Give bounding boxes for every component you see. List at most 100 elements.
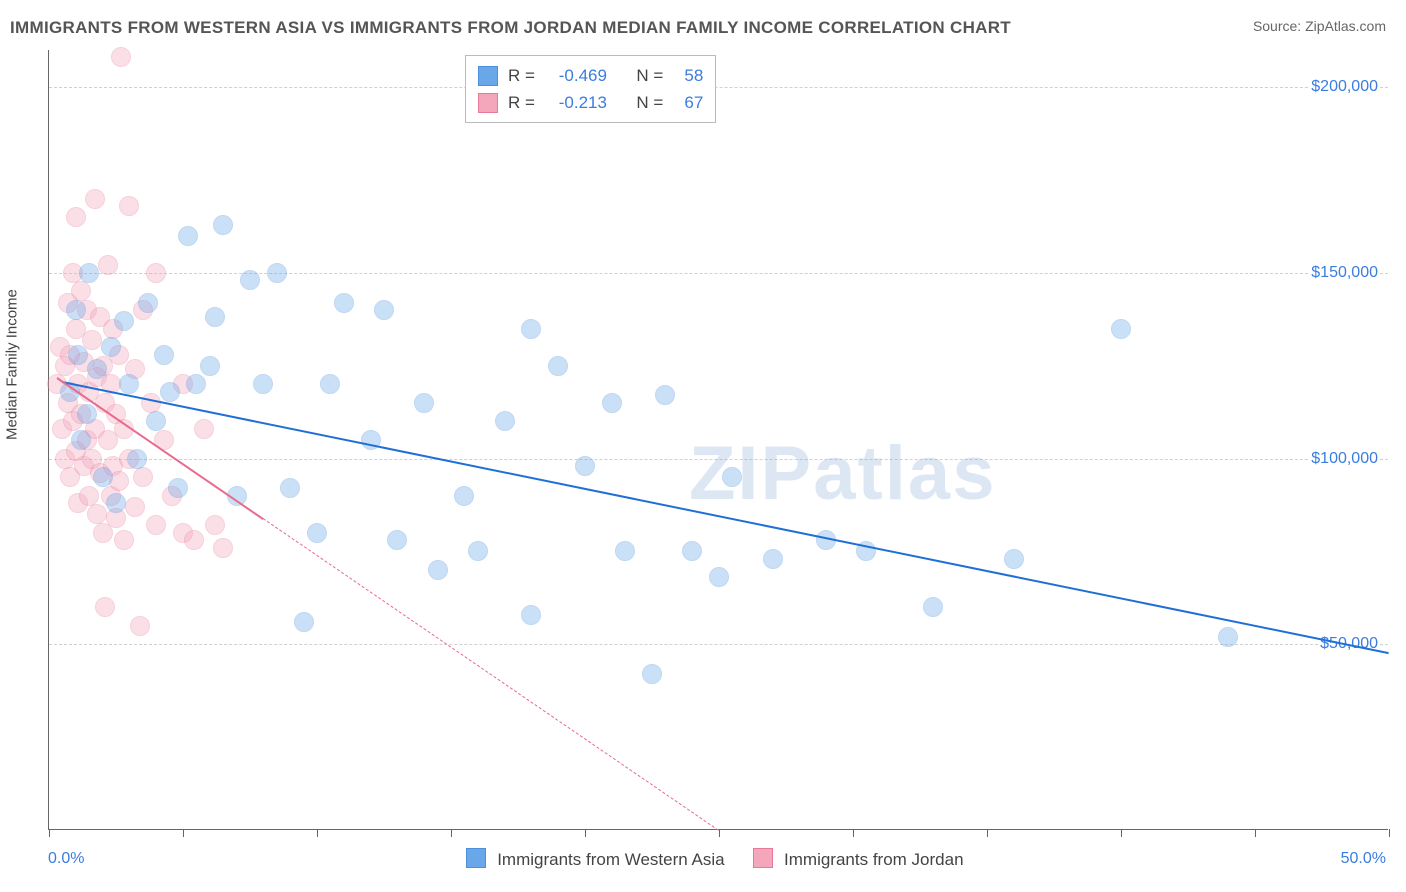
scatter-point [133,467,153,487]
scatter-point [87,504,107,524]
scatter-point [130,616,150,636]
scatter-point [1111,319,1131,339]
scatter-point [68,345,88,365]
r-equals-label: R = [508,89,535,116]
x-axis-max-label: 50.0% [1341,850,1386,868]
scatter-point [548,356,568,376]
legend-row-western-asia: R = -0.469 N = 58 [478,62,703,89]
watermark-zip: ZIP [689,431,813,516]
scatter-point [146,411,166,431]
scatter-point [642,664,662,684]
scatter-point [114,530,134,550]
x-axis-tick [49,829,50,837]
x-axis-tick [1121,829,1122,837]
x-axis-tick [853,829,854,837]
scatter-point [294,612,314,632]
y-axis-title: Median Family Income [4,289,21,440]
y-axis-tick-label: $150,000 [1309,264,1380,282]
gridline [49,644,1388,645]
scatter-point [307,523,327,543]
scatter-point [521,605,541,625]
scatter-point [119,374,139,394]
x-axis-tick [1255,829,1256,837]
swatch-jordan [753,848,773,868]
scatter-point [146,263,166,283]
scatter-point [454,486,474,506]
series-legend: Immigrants from Western Asia Immigrants … [0,848,1406,870]
chart-title: IMMIGRANTS FROM WESTERN ASIA VS IMMIGRAN… [10,18,1011,38]
chart-container: IMMIGRANTS FROM WESTERN ASIA VS IMMIGRAN… [0,0,1406,892]
scatter-point [138,293,158,313]
scatter-point [77,404,97,424]
scatter-point [79,486,99,506]
n-value-western-asia: 58 [673,62,703,89]
scatter-point [575,456,595,476]
scatter-point [66,300,86,320]
scatter-point [240,270,260,290]
scatter-point [1218,627,1238,647]
scatter-point [213,538,233,558]
scatter-point [495,411,515,431]
scatter-point [146,515,166,535]
scatter-point [213,215,233,235]
scatter-point [79,263,99,283]
scatter-point [160,382,180,402]
x-axis-tick [183,829,184,837]
scatter-point [615,541,635,561]
scatter-point [95,597,115,617]
scatter-point [267,263,287,283]
scatter-point [114,311,134,331]
swatch-western-asia [478,66,498,86]
scatter-point [334,293,354,313]
scatter-point [125,497,145,517]
scatter-point [111,47,131,67]
scatter-point [141,393,161,413]
watermark: ZIPatlas [689,430,996,517]
scatter-point [655,385,675,405]
x-axis-tick [451,829,452,837]
source-attribution: Source: ZipAtlas.com [1253,18,1386,34]
x-axis-min-label: 0.0% [48,850,84,868]
scatter-point [521,319,541,339]
scatter-point [71,430,91,450]
scatter-point [184,530,204,550]
scatter-point [428,560,448,580]
n-value-jordan: 67 [673,89,703,116]
scatter-point [168,478,188,498]
scatter-point [387,530,407,550]
scatter-point [85,189,105,209]
gridline [49,87,1388,88]
scatter-point [194,419,214,439]
scatter-point [200,356,220,376]
scatter-point [186,374,206,394]
scatter-point [763,549,783,569]
y-axis-tick-label: $100,000 [1309,450,1380,468]
scatter-point [93,467,113,487]
scatter-point [320,374,340,394]
scatter-point [178,226,198,246]
scatter-point [66,207,86,227]
series-name-western-asia: Immigrants from Western Asia [497,850,724,869]
scatter-point [923,597,943,617]
x-axis-tick [585,829,586,837]
correlation-legend: R = -0.469 N = 58 R = -0.213 N = 67 [465,55,716,123]
x-axis-tick [987,829,988,837]
scatter-point [280,478,300,498]
scatter-point [154,345,174,365]
r-value-jordan: -0.213 [545,89,607,116]
series-name-jordan: Immigrants from Jordan [784,850,964,869]
n-equals-label: N = [636,62,663,89]
scatter-point [205,515,225,535]
x-axis-tick [317,829,318,837]
scatter-point [1004,549,1024,569]
swatch-western-asia [466,848,486,868]
scatter-point [119,196,139,216]
scatter-point [682,541,702,561]
r-equals-label: R = [508,62,535,89]
scatter-point [127,449,147,469]
scatter-point [414,393,434,413]
watermark-atlas: atlas [813,431,996,516]
scatter-point [205,307,225,327]
x-axis-tick [719,829,720,837]
scatter-point [98,255,118,275]
